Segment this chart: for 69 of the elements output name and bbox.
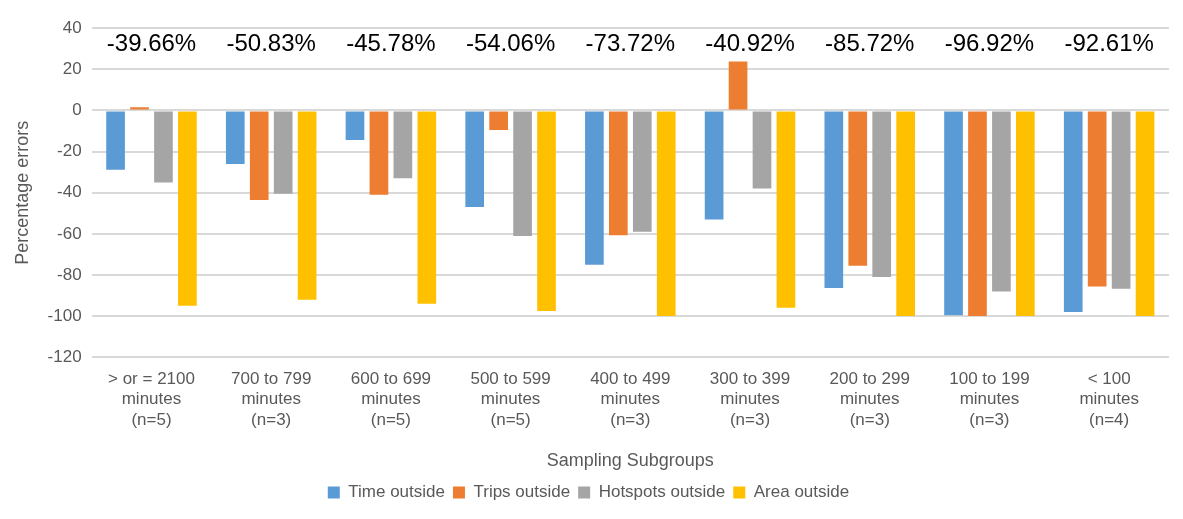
bar xyxy=(130,107,149,110)
annotation: -45.78% xyxy=(346,28,436,56)
x-tick-label: > or = 2100 minutes (n=5) xyxy=(107,369,195,429)
bar xyxy=(848,111,868,266)
annotation: -85.72% xyxy=(825,28,915,56)
bar xyxy=(513,111,532,236)
x-axis-title: Sampling Subgroups xyxy=(546,450,714,471)
bar xyxy=(489,111,508,130)
x-tick-label: 200 to 299 minutes (n=3) xyxy=(829,369,910,429)
y-tick-label: -100 xyxy=(47,305,82,325)
x-tick-label: 400 to 499 minutes (n=3) xyxy=(590,369,671,429)
bar xyxy=(1063,111,1083,312)
annotation: -92.61% xyxy=(1064,28,1154,56)
y-tick-label: 40 xyxy=(62,17,82,37)
bar xyxy=(106,111,125,170)
bar xyxy=(968,111,987,317)
bar xyxy=(632,111,652,232)
annotation: -40.92% xyxy=(705,28,795,56)
bar xyxy=(609,111,628,236)
bar xyxy=(273,111,293,194)
y-tick-label: -40 xyxy=(57,182,82,202)
bar xyxy=(776,111,796,308)
bar xyxy=(417,111,437,304)
annotation: -50.83% xyxy=(226,28,316,56)
bar xyxy=(585,111,604,265)
y-tick-label: -120 xyxy=(47,346,82,366)
bar xyxy=(154,111,173,183)
bar xyxy=(704,111,724,220)
bar xyxy=(1087,111,1107,287)
bar xyxy=(1016,111,1035,317)
bar xyxy=(992,111,1011,292)
annotation: -73.72% xyxy=(585,28,676,56)
bar xyxy=(465,111,485,208)
bar xyxy=(225,111,245,164)
bar xyxy=(369,111,389,195)
x-tick-label: 100 to 199 minutes (n=3) xyxy=(949,369,1030,429)
bar xyxy=(896,111,915,317)
y-tick-label: -80 xyxy=(57,264,82,284)
bar xyxy=(537,111,556,311)
y-tick-label: 0 xyxy=(72,100,82,120)
bar xyxy=(728,61,748,110)
bar xyxy=(752,111,772,189)
x-tick-label: 700 to 799 minutes (n=3) xyxy=(231,369,312,429)
x-tick-label: < 100 minutes (n=4) xyxy=(1079,369,1139,429)
bar xyxy=(944,111,963,316)
bar xyxy=(393,111,413,179)
annotation: -96.92% xyxy=(944,28,1035,56)
y-tick-label: -60 xyxy=(57,223,82,243)
bar xyxy=(824,111,844,288)
bar xyxy=(297,111,317,300)
legend-label: Trips outside xyxy=(473,482,571,502)
legend-label: Area outside xyxy=(753,482,850,502)
bar xyxy=(345,111,365,141)
bar xyxy=(1135,111,1155,317)
bar xyxy=(249,111,269,200)
bar xyxy=(1111,111,1131,289)
bar xyxy=(872,111,892,278)
bar xyxy=(656,111,676,317)
x-tick-label: 500 to 599 minutes (n=5) xyxy=(470,369,551,429)
bar xyxy=(178,111,197,306)
legend-label: Time outside xyxy=(348,482,445,502)
x-tick-label: 300 to 399 minutes (n=3) xyxy=(709,369,791,429)
legend-label: Hotspots outside xyxy=(598,482,726,502)
annotation: -39.66% xyxy=(106,28,197,56)
x-tick-label: 600 to 699 minutes (n=5) xyxy=(350,369,432,429)
y-tick-label: 20 xyxy=(62,59,82,79)
annotation: -54.06% xyxy=(465,28,556,56)
y-axis-title: Percentage errors xyxy=(11,120,32,265)
y-tick-label: -20 xyxy=(57,141,82,161)
